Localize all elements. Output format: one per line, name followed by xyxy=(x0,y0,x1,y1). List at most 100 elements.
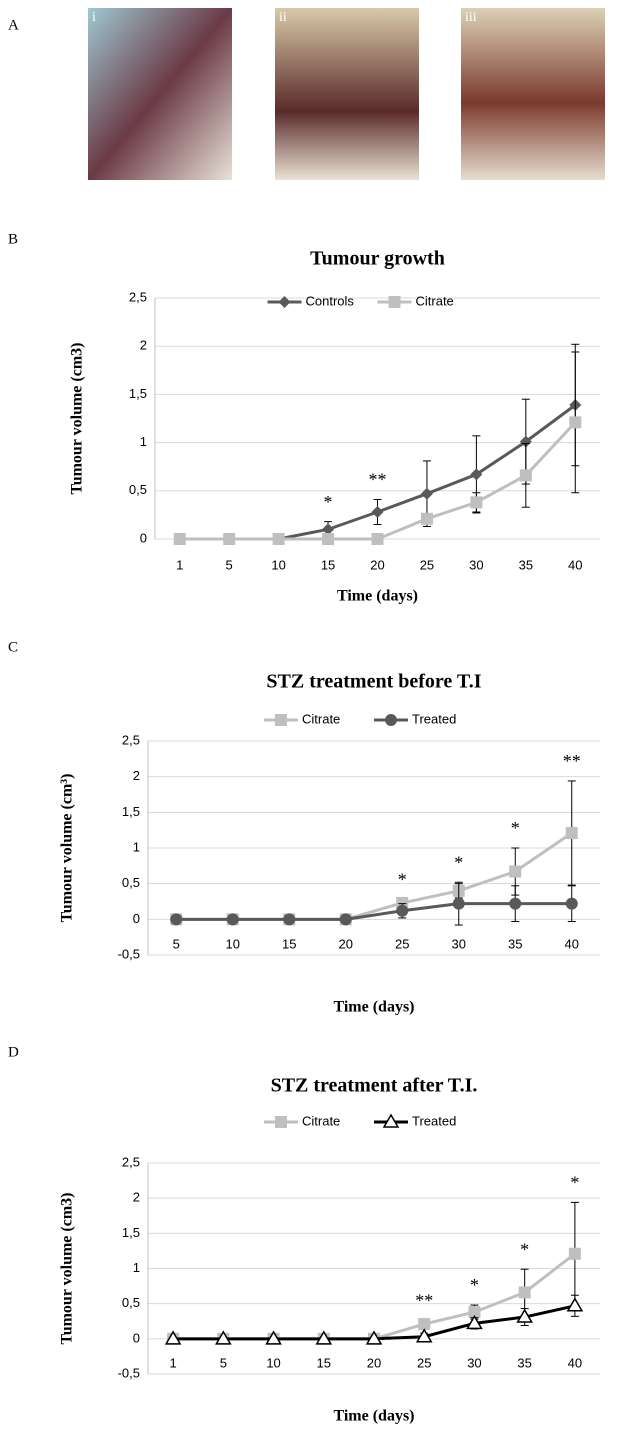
photo-label: ii xyxy=(279,10,287,25)
marker xyxy=(275,714,287,726)
photo-label: iii xyxy=(465,10,477,25)
series-line xyxy=(173,1252,576,1341)
y-tick-label: 1 xyxy=(140,434,147,449)
legend-label: Treated xyxy=(412,1113,456,1128)
marker xyxy=(396,904,409,917)
y-tick-label: 2,5 xyxy=(129,289,147,304)
x-tick-label: 25 xyxy=(395,936,409,951)
marker xyxy=(519,469,532,482)
y-tick-label: 2 xyxy=(140,338,147,353)
y-tick-label: 0 xyxy=(133,911,140,926)
annotation: * xyxy=(398,869,407,889)
marker xyxy=(385,714,397,726)
photo xyxy=(88,8,232,180)
marker xyxy=(470,468,483,481)
y-tick-label: 0 xyxy=(140,530,147,545)
x-tick-label: 20 xyxy=(367,1355,381,1370)
x-tick-label: 40 xyxy=(565,936,579,951)
marker xyxy=(164,1330,182,1345)
chart-title: STZ treatment after T.I. xyxy=(271,1075,478,1097)
photo xyxy=(275,8,419,180)
legend-label: Treated xyxy=(412,711,456,726)
marker xyxy=(215,1330,232,1345)
x-tick-label: 1 xyxy=(176,557,183,572)
marker xyxy=(470,496,483,509)
legend-label: Citrate xyxy=(302,711,340,726)
x-tick-label: 10 xyxy=(226,936,240,951)
marker xyxy=(265,1330,282,1345)
legend-label: Citrate xyxy=(302,1113,340,1128)
annotation: * xyxy=(470,1275,479,1295)
y-tick-label: 0 xyxy=(133,1330,140,1345)
marker xyxy=(322,533,335,545)
y-tick-label: 1,5 xyxy=(122,1225,140,1240)
marker xyxy=(420,487,433,500)
y-axis-label: Tumour volume (cm³) xyxy=(59,774,76,923)
x-axis-label: Time (days) xyxy=(333,999,414,1016)
x-tick-label: 5 xyxy=(220,1355,227,1370)
x-axis-label: Time (days) xyxy=(337,588,418,605)
marker xyxy=(519,435,532,448)
y-axis-label: Tumour volume (cm3) xyxy=(59,1193,76,1345)
x-tick-label: 30 xyxy=(452,936,466,951)
x-tick-label: 20 xyxy=(339,936,353,951)
x-tick-label: 15 xyxy=(282,936,296,951)
annotation: * xyxy=(520,1239,529,1259)
panel-label: A xyxy=(8,17,19,33)
marker xyxy=(371,533,384,545)
x-tick-label: 5 xyxy=(173,936,180,951)
marker xyxy=(418,1318,431,1331)
annotation: ** xyxy=(415,1291,433,1311)
marker xyxy=(278,296,291,308)
y-tick-label: 1,5 xyxy=(129,386,147,401)
marker xyxy=(516,1308,533,1323)
legend-label: Citrate xyxy=(416,293,454,308)
panel-label: C xyxy=(8,639,18,655)
marker xyxy=(388,296,401,308)
photo xyxy=(461,8,605,180)
chart-title: Tumour growth xyxy=(310,248,445,270)
y-tick-label: 0,5 xyxy=(122,1295,140,1310)
marker xyxy=(173,533,186,545)
marker xyxy=(518,1286,531,1299)
marker xyxy=(509,865,522,878)
y-tick-label: 2,5 xyxy=(122,1154,140,1169)
y-tick-label: -0,5 xyxy=(118,1365,140,1380)
marker xyxy=(566,1297,584,1312)
chart-title: STZ treatment before T.I xyxy=(266,671,481,693)
x-tick-label: 35 xyxy=(519,557,533,572)
x-tick-label: 35 xyxy=(517,1355,531,1370)
marker xyxy=(568,1247,581,1260)
x-tick-label: 5 xyxy=(226,557,233,572)
y-tick-label: 1 xyxy=(133,839,140,854)
x-tick-label: 10 xyxy=(271,557,285,572)
marker xyxy=(223,533,236,545)
x-tick-label: 30 xyxy=(469,557,483,572)
marker xyxy=(382,1113,400,1128)
marker xyxy=(275,1116,287,1128)
marker xyxy=(226,913,239,926)
x-tick-label: 25 xyxy=(420,557,434,572)
marker xyxy=(509,897,522,910)
x-tick-label: 10 xyxy=(266,1355,280,1370)
marker xyxy=(565,827,578,840)
marker xyxy=(569,416,582,429)
marker xyxy=(466,1314,483,1330)
marker xyxy=(315,1330,333,1345)
marker xyxy=(272,533,285,545)
marker xyxy=(415,1328,433,1343)
marker xyxy=(365,1330,383,1345)
annotation: ** xyxy=(369,470,387,490)
y-tick-label: 1,5 xyxy=(122,804,140,819)
marker xyxy=(322,523,335,536)
panel-label: D xyxy=(8,1044,19,1060)
y-tick-label: -0,5 xyxy=(118,946,140,961)
annotation: * xyxy=(324,492,333,512)
x-tick-label: 20 xyxy=(370,557,384,572)
x-tick-label: 15 xyxy=(317,1355,331,1370)
x-tick-label: 25 xyxy=(417,1355,431,1370)
y-tick-label: 2 xyxy=(133,768,140,783)
marker xyxy=(283,913,296,926)
panel-label: B xyxy=(8,231,18,247)
